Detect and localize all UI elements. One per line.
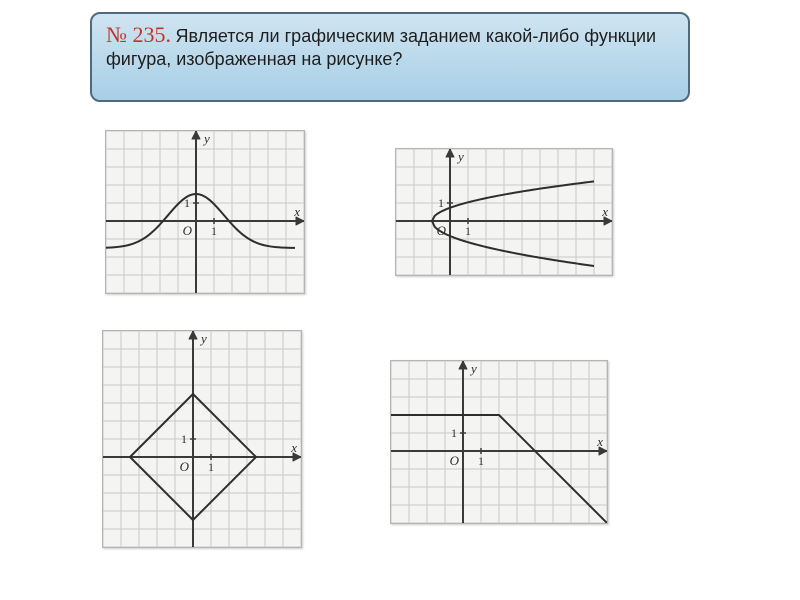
problem-text-line2: фигура, изображенная на рисунке? <box>106 49 402 69</box>
chart-diamond: y x O 1 1 <box>102 330 302 548</box>
svg-text:y: y <box>469 361 477 376</box>
svg-text:y: y <box>456 149 464 164</box>
svg-text:1: 1 <box>438 196 444 210</box>
svg-text:y: y <box>202 131 210 146</box>
problem-text-line1: Является ли графическим заданием какой-л… <box>175 26 656 46</box>
svg-text:x: x <box>290 440 297 455</box>
svg-text:x: x <box>596 434 603 449</box>
svg-text:y: y <box>199 331 207 346</box>
svg-text:O: O <box>183 223 193 238</box>
svg-text:x: x <box>293 204 300 219</box>
svg-text:1: 1 <box>181 432 187 446</box>
problem-number: № 235. <box>106 22 171 47</box>
svg-text:1: 1 <box>208 460 214 474</box>
svg-text:O: O <box>180 459 190 474</box>
svg-text:1: 1 <box>451 426 457 440</box>
problem-header: № 235. Является ли графическим заданием … <box>90 12 690 102</box>
svg-text:x: x <box>601 204 608 219</box>
chart-sideways-parabola: yxO11 <box>395 148 613 276</box>
chart-broken-line: y x O 1 1 <box>390 360 608 524</box>
svg-text:1: 1 <box>478 454 484 468</box>
svg-text:O: O <box>450 453 460 468</box>
svg-text:1: 1 <box>465 224 471 238</box>
svg-text:1: 1 <box>211 224 217 238</box>
chart-bell: yxO11 <box>105 130 305 294</box>
